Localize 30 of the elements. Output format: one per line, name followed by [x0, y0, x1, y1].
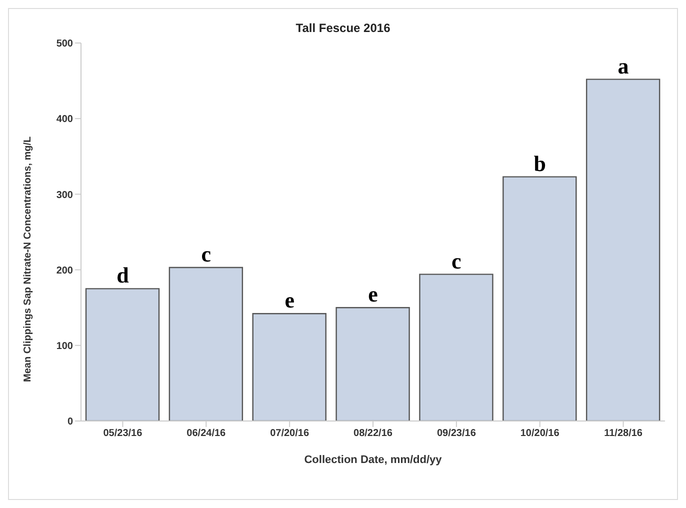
x-tick-label: 05/23/16: [103, 428, 143, 440]
y-axis-title: Mean Clippings Sap Nitrate-N Concentrations, mg/L: [22, 136, 34, 382]
x-tick-label: 11/28/16: [604, 428, 643, 440]
y-tick-label: 0: [67, 416, 74, 428]
x-tick-label: 08/22/16: [354, 428, 393, 440]
bar: [419, 274, 494, 421]
bar: [252, 313, 326, 421]
annotation: b: [534, 150, 546, 176]
y-tick-label: 100: [56, 340, 74, 352]
x-tick-label: 09/23/16: [436, 428, 476, 440]
bar: [502, 176, 577, 421]
annotation: c: [452, 248, 462, 274]
bar: [168, 266, 244, 421]
annotation: e: [368, 282, 378, 307]
bar: [336, 307, 410, 421]
y-tick-label: 200: [56, 265, 74, 276]
y-tick-label: 500: [56, 38, 74, 50]
x-tick-label: 07/20/16: [270, 428, 310, 440]
bar: [85, 288, 160, 421]
x-axis-title: Collection Date, mm/dd/yy: [304, 454, 443, 466]
bar: [586, 78, 660, 421]
annotation: e: [284, 288, 295, 313]
y-tick-label: 400: [56, 114, 74, 126]
annotation: a: [618, 53, 629, 78]
annotation: c: [201, 242, 212, 267]
y-tick-label: 300: [56, 190, 74, 201]
chart-title: Tall Fescue 2016: [294, 21, 392, 35]
x-tick-label: 10/20/16: [520, 428, 560, 440]
annotation: d: [116, 262, 129, 288]
x-tick-label: 06/24/16: [186, 428, 226, 440]
